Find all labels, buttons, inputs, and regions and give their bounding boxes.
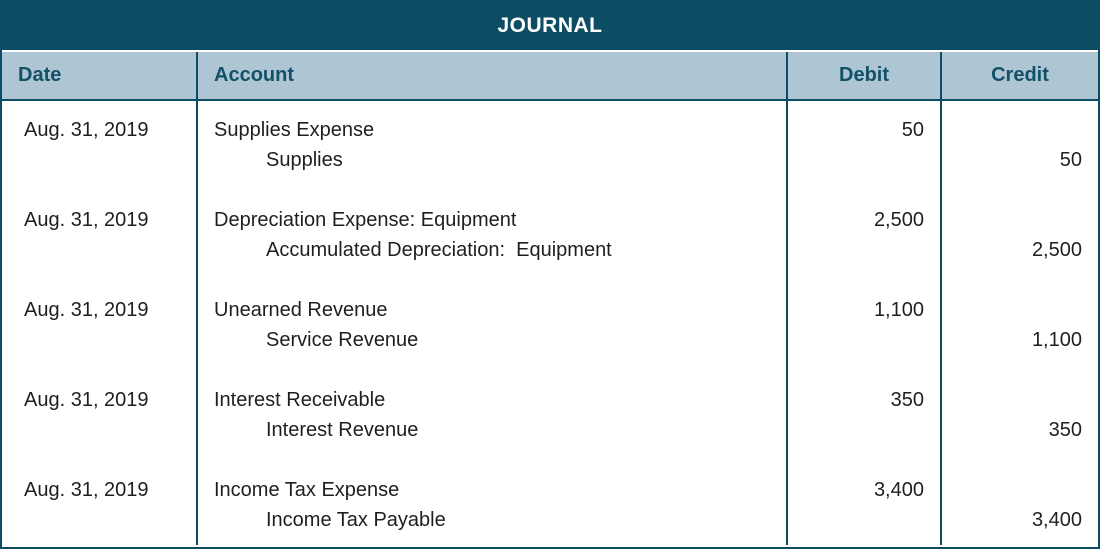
empty-line xyxy=(958,115,1082,145)
entry-date-cell: Aug. 31, 2019 xyxy=(2,101,198,205)
entry-debit-cell: 1,100 xyxy=(788,295,942,385)
debit-amount: 2,500 xyxy=(873,209,924,231)
debit-amount: 3,400 xyxy=(873,479,924,501)
debit-account: Interest Receivable xyxy=(214,389,386,411)
credit-amount: 350 xyxy=(1048,419,1082,441)
entry-debit-cell: 2,500 xyxy=(788,205,942,295)
empty-line xyxy=(958,295,1082,325)
entry-debit-cell: 50 xyxy=(788,101,942,205)
entry-credit-cell: 50 xyxy=(942,101,1098,205)
entry-date: Aug. 31, 2019 xyxy=(24,209,149,231)
debit-account: Unearned Revenue xyxy=(214,299,388,321)
debit-account: Depreciation Expense: Equipment xyxy=(214,209,517,231)
entry-account-cell: Unearned Revenue Service Revenue xyxy=(198,295,788,385)
debit-account: Income Tax Expense xyxy=(214,479,400,501)
entry-date-cell: Aug. 31, 2019 xyxy=(2,385,198,475)
debit-amount: 50 xyxy=(901,119,924,141)
credit-amount: 50 xyxy=(1059,149,1082,171)
column-header-debit: Debit xyxy=(788,52,942,99)
empty-line xyxy=(958,385,1082,415)
entry-account-cell: Income Tax Expense Income Tax Payable xyxy=(198,475,788,545)
entry-credit-cell: 1,100 xyxy=(942,295,1098,385)
column-header-date: Date xyxy=(2,52,198,99)
empty-line xyxy=(958,475,1082,505)
entry-debit-cell: 3,400 xyxy=(788,475,942,545)
entry-credit-cell: 350 xyxy=(942,385,1098,475)
entry-credit-cell: 3,400 xyxy=(942,475,1098,545)
entry-date: Aug. 31, 2019 xyxy=(24,299,149,321)
credit-amount: 1,100 xyxy=(1031,329,1082,351)
credit-amount: 2,500 xyxy=(1031,239,1082,261)
entry-date: Aug. 31, 2019 xyxy=(24,119,149,141)
credit-amount: 3,400 xyxy=(1031,509,1082,531)
debit-amount: 1,100 xyxy=(873,299,924,321)
column-header-row: Date Account Debit Credit xyxy=(2,52,1098,101)
entry-date-cell: Aug. 31, 2019 xyxy=(2,475,198,545)
entry-account-cell: Interest Receivable Interest Revenue xyxy=(198,385,788,475)
entry-account-cell: Supplies Expense Supplies xyxy=(198,101,788,205)
credit-account: Interest Revenue xyxy=(266,419,419,441)
debit-account: Supplies Expense xyxy=(214,119,375,141)
entry-account-cell: Depreciation Expense: Equipment Accumula… xyxy=(198,205,788,295)
column-header-account: Account xyxy=(198,52,788,99)
empty-line xyxy=(958,205,1082,235)
entry-date-cell: Aug. 31, 2019 xyxy=(2,205,198,295)
entry-credit-cell: 2,500 xyxy=(942,205,1098,295)
entry-date: Aug. 31, 2019 xyxy=(24,389,149,411)
credit-account: Accumulated Depreciation: Equipment xyxy=(266,239,612,261)
credit-account: Supplies xyxy=(266,149,343,171)
debit-amount: 350 xyxy=(890,389,924,411)
entry-debit-cell: 350 xyxy=(788,385,942,475)
entry-date-cell: Aug. 31, 2019 xyxy=(2,295,198,385)
credit-account: Income Tax Payable xyxy=(266,509,446,531)
entry-date: Aug. 31, 2019 xyxy=(24,479,149,501)
journal-entries: Aug. 31, 2019 Supplies Expense Supplies … xyxy=(2,101,1098,545)
credit-account: Service Revenue xyxy=(266,329,419,351)
journal-title: JOURNAL xyxy=(2,2,1098,52)
column-header-credit: Credit xyxy=(991,64,1049,86)
